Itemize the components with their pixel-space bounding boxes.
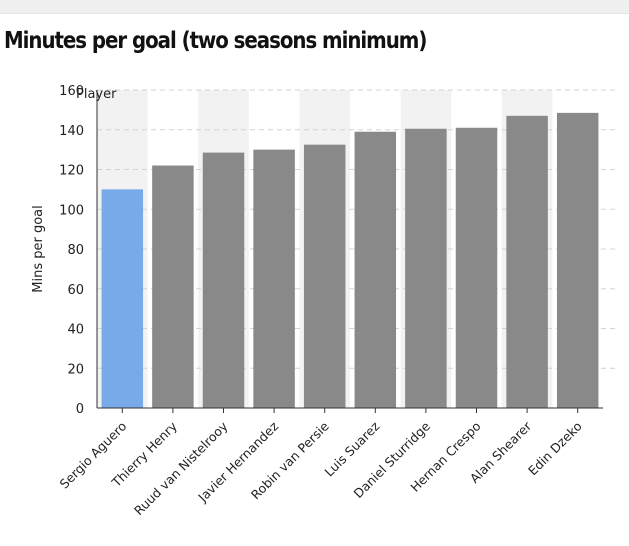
y-tick-label: 140: [59, 124, 84, 139]
bars: [101, 112, 599, 409]
y-axis-label: Mins per goal: [31, 205, 46, 292]
y-tick-label: 160: [59, 84, 84, 99]
x-tick-label: Edin Dzeko: [525, 419, 585, 479]
bar: [455, 127, 498, 408]
y-tick-label: 20: [67, 362, 84, 377]
legend-label: Player: [76, 87, 117, 102]
bar: [303, 144, 346, 408]
bar: [354, 131, 397, 409]
bar: [152, 165, 194, 408]
top-bar: [0, 0, 629, 14]
bar: [253, 149, 295, 408]
y-tick-labels: 0 20 40 60 80 100 120 140 160: [59, 84, 84, 417]
bar: [556, 112, 599, 408]
bar: [506, 115, 548, 409]
bar: [202, 152, 245, 408]
y-tick-label: 100: [59, 203, 84, 218]
y-tick-label: 40: [67, 323, 84, 338]
y-tick-label: 60: [67, 283, 84, 298]
axes: [96, 90, 603, 413]
x-tick-label: Ruud van Nistelrooy: [131, 418, 231, 518]
bar: [405, 128, 447, 408]
y-tick-label: 0: [76, 402, 84, 417]
y-tick-label: 120: [59, 164, 84, 179]
bar: [101, 189, 144, 408]
y-tick-label: 80: [67, 243, 84, 258]
chart-title: Minutes per goal (two seasons minimum): [4, 28, 427, 54]
